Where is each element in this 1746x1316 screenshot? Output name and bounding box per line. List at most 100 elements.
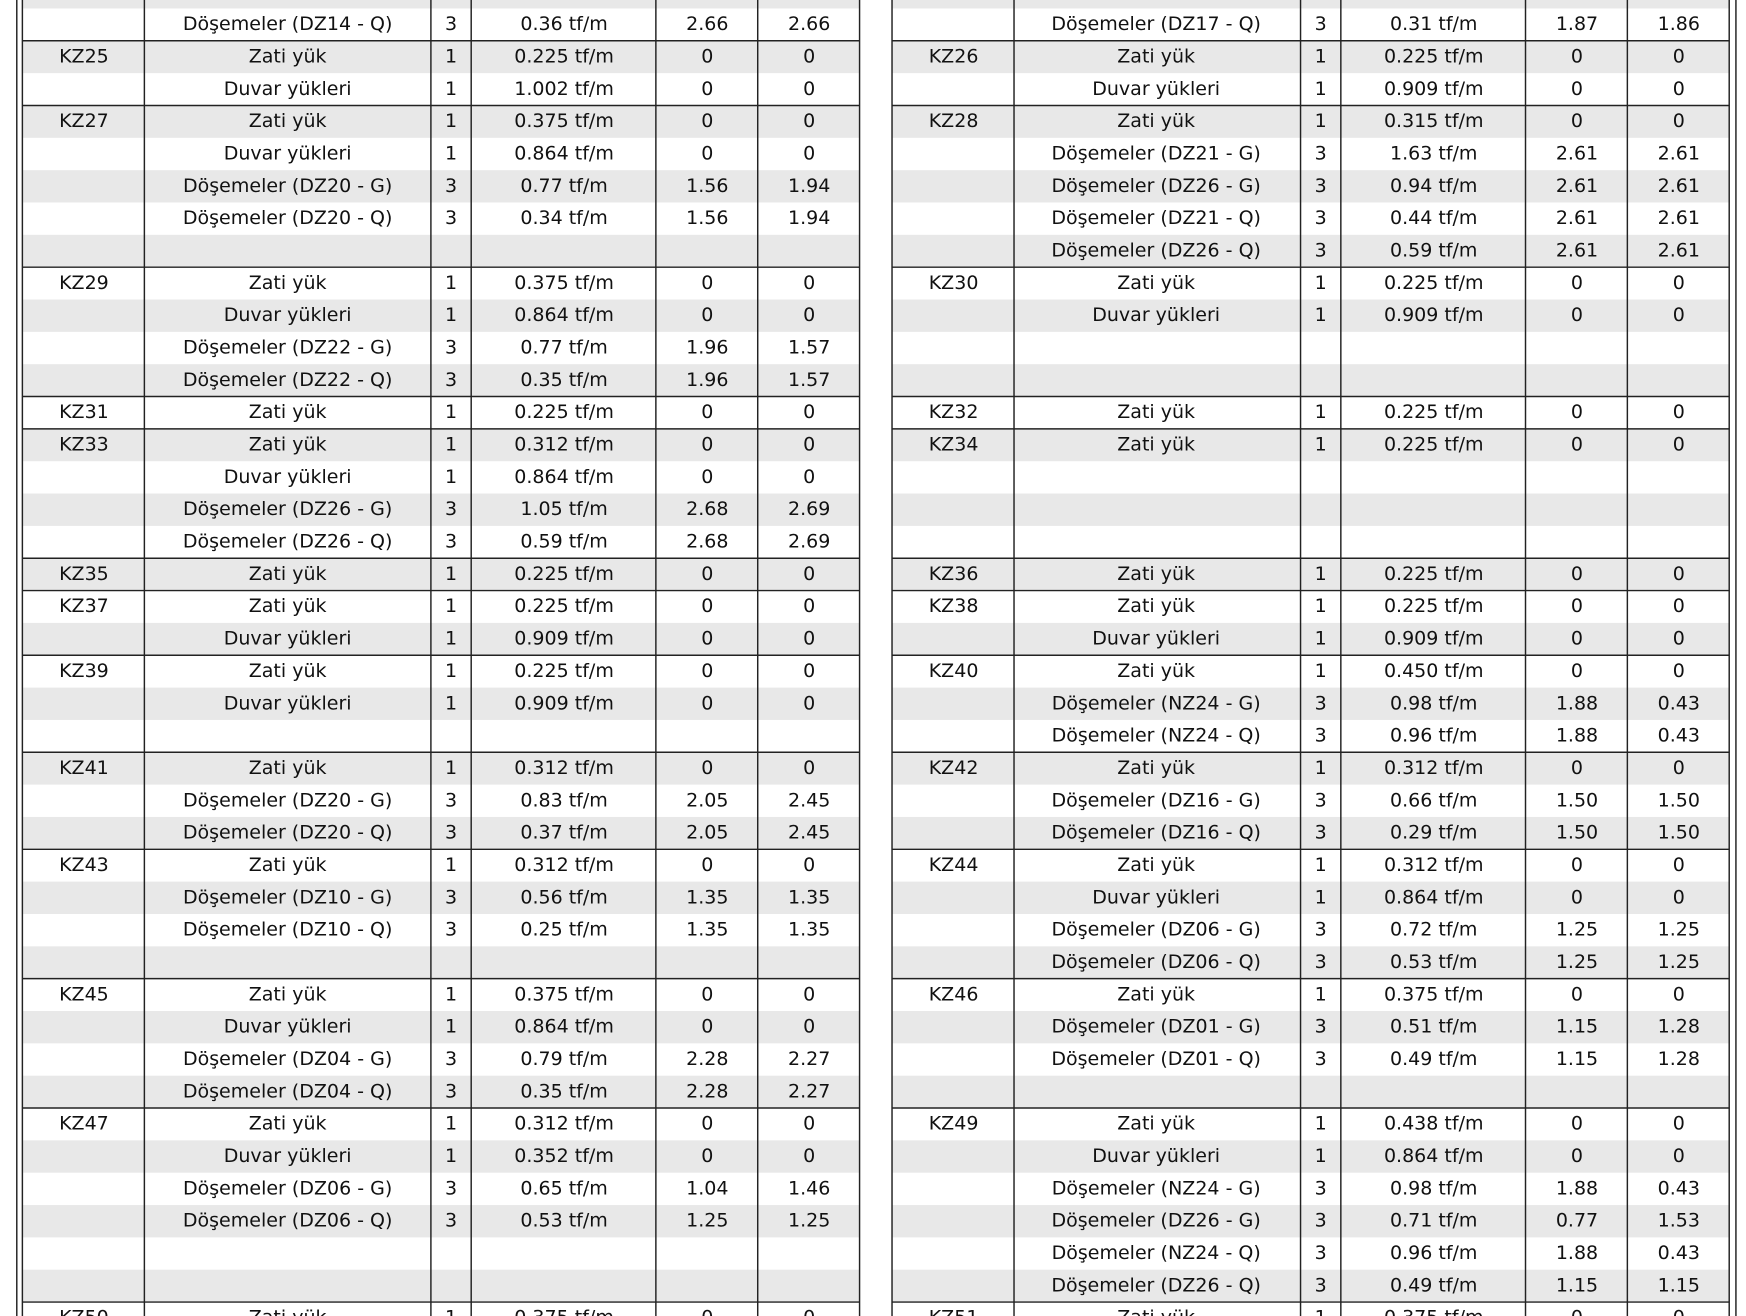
cell: Döşemeler (DZ01 - G) xyxy=(1051,1016,1260,1038)
cell: 2.61 xyxy=(1658,207,1700,229)
cell: 0.37 tf/m xyxy=(520,822,607,844)
cell: 0.864 tf/m xyxy=(514,466,614,488)
cell: 1 xyxy=(1315,45,1327,67)
cell: 1.15 xyxy=(1556,1016,1598,1038)
cell: 1 xyxy=(445,563,457,585)
cell: 0 xyxy=(1673,434,1685,456)
cell: 1 xyxy=(445,660,457,682)
cell: Döşemeler (DZ22 - Q) xyxy=(183,369,393,391)
cell: Duvar yükleri xyxy=(224,692,352,714)
cell: Zati yük xyxy=(249,854,327,876)
cell: 2.28 xyxy=(686,1048,728,1070)
cell: Döşemeler (DZ20 - Q) xyxy=(183,822,393,844)
cell: Zati yük xyxy=(249,660,327,682)
cell: 1.25 xyxy=(1658,919,1700,941)
cell: 0 xyxy=(1673,78,1685,100)
row-stripe xyxy=(22,558,860,591)
row-stripe xyxy=(22,1075,860,1109)
cell: 1.57 xyxy=(788,369,830,391)
row-stripe xyxy=(22,493,860,526)
cell: 0 xyxy=(701,1145,713,1167)
cell: 1 xyxy=(445,466,457,488)
cell: 0.96 tf/m xyxy=(1390,1242,1477,1264)
cell: 0 xyxy=(1571,110,1583,132)
cell: 0.83 tf/m xyxy=(520,789,607,811)
cell: 0.375 tf/m xyxy=(514,110,614,132)
cell: 0 xyxy=(803,78,815,100)
cell: 0 xyxy=(701,660,713,682)
cell: 3 xyxy=(1315,1210,1327,1232)
cell: 2.61 xyxy=(1556,142,1598,164)
cell: 0.375 tf/m xyxy=(1384,983,1484,1005)
cell: Zati yük xyxy=(1117,983,1195,1005)
cell: 3 xyxy=(1315,1048,1327,1070)
cell: 0 xyxy=(1571,1113,1583,1135)
beam-id: KZ41 xyxy=(59,757,109,779)
cell: 0.225 tf/m xyxy=(514,595,614,617)
cell: 1.56 xyxy=(686,207,728,229)
cell: 0 xyxy=(701,692,713,714)
cell: 0 xyxy=(1571,886,1583,908)
cell: 0.49 tf/m xyxy=(1390,1274,1477,1296)
cell: 1 xyxy=(445,1307,457,1316)
cell: 0.225 tf/m xyxy=(1384,45,1484,67)
cell: 0 xyxy=(1571,563,1583,585)
row-stripe xyxy=(892,0,1730,9)
cell: 0 xyxy=(701,1307,713,1316)
cell: Duvar yükleri xyxy=(224,466,352,488)
cell: 0 xyxy=(701,45,713,67)
cell: Döşemeler (DZ06 - Q) xyxy=(183,1210,393,1232)
cell: 0 xyxy=(803,434,815,456)
cell: 0.31 tf/m xyxy=(1390,13,1477,35)
beam-id: KZ44 xyxy=(929,854,979,876)
cell: 0 xyxy=(803,1307,815,1316)
cell: 0.375 tf/m xyxy=(514,983,614,1005)
cell: 0 xyxy=(1673,595,1685,617)
cell: Döşemeler (DZ21 - G) xyxy=(1051,142,1260,164)
beam-id: KZ33 xyxy=(59,434,109,456)
cell: 1.94 xyxy=(788,175,830,197)
cell: Döşemeler (DZ20 - G) xyxy=(183,175,392,197)
cell: Döşemeler (DZ22 - G) xyxy=(183,337,392,359)
row-stripe xyxy=(892,687,1730,720)
row-stripe xyxy=(892,816,1730,850)
cell: 1 xyxy=(445,142,457,164)
cell: Zati yük xyxy=(1117,272,1195,294)
cell: 1 xyxy=(445,628,457,650)
cell: 3 xyxy=(1315,1016,1327,1038)
cell: Zati yük xyxy=(249,983,327,1005)
beam-id: KZ35 xyxy=(59,563,109,585)
cell: 1.53 xyxy=(1658,1210,1700,1232)
cell: 3 xyxy=(1315,789,1327,811)
beam-id: KZ31 xyxy=(59,401,109,423)
cell: 0 xyxy=(803,563,815,585)
cell: Zati yük xyxy=(1117,757,1195,779)
cell: 0.59 tf/m xyxy=(520,531,607,553)
cell: 0 xyxy=(1673,1113,1685,1135)
cell: 0 xyxy=(1571,45,1583,67)
cell: 0 xyxy=(701,401,713,423)
cell: 0 xyxy=(1673,272,1685,294)
cell: 0.43 xyxy=(1658,1242,1700,1264)
cell: 2.61 xyxy=(1658,175,1700,197)
cell: 0 xyxy=(701,983,713,1005)
cell: 0 xyxy=(803,595,815,617)
cell: 3 xyxy=(1315,725,1327,747)
cell: 0 xyxy=(803,660,815,682)
cell: 3 xyxy=(1315,240,1327,262)
cell: 1.15 xyxy=(1556,1048,1598,1070)
beam-id: KZ47 xyxy=(59,1113,109,1135)
cell: 1.15 xyxy=(1658,1274,1700,1296)
cell: 0.864 tf/m xyxy=(514,142,614,164)
cell: Döşemeler (NZ24 - Q) xyxy=(1052,725,1261,747)
cell: 3 xyxy=(445,1048,457,1070)
cell: 0 xyxy=(1571,78,1583,100)
cell: 0.909 tf/m xyxy=(1384,304,1484,326)
cell: 0 xyxy=(803,854,815,876)
row-stripe xyxy=(22,170,860,203)
cell: 1 xyxy=(445,1016,457,1038)
cell: 0.53 tf/m xyxy=(1390,951,1477,973)
cell: 3 xyxy=(445,531,457,553)
cell: Zati yük xyxy=(1117,1113,1195,1135)
cell: 1 xyxy=(1315,983,1327,1005)
